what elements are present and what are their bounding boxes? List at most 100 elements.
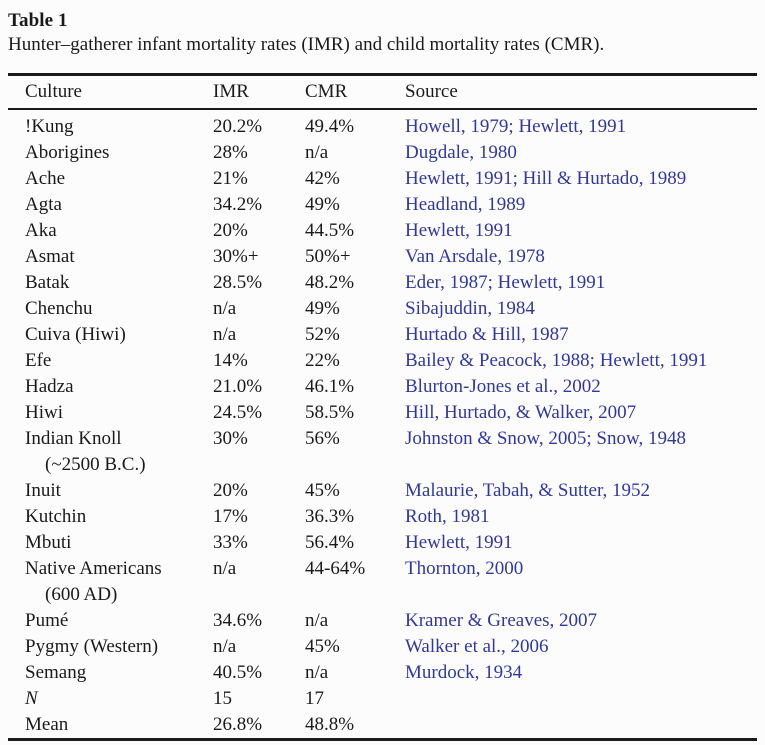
source-citation-link[interactable]: Headland, 1989 <box>405 193 526 215</box>
imr-value: 28.5% <box>213 271 263 293</box>
source-citation-link[interactable]: Malaurie, Tabah, & Sutter, 1952 <box>405 479 651 501</box>
culture-name: Semang <box>25 661 87 683</box>
cmr-value: 17 <box>305 687 324 709</box>
source-citation-link[interactable]: Van Arsdale, 1978 <box>405 245 545 267</box>
imr-value: 24.5% <box>213 401 263 423</box>
source-citation-link[interactable]: Roth, 1981 <box>405 505 490 527</box>
culture-cell: Ache <box>8 166 213 192</box>
culture-name: Ache <box>25 167 66 189</box>
culture-cell: Chenchu <box>8 296 213 322</box>
imr-value: 34.6% <box>213 609 263 631</box>
culture-cell: Asmat <box>8 244 213 270</box>
culture-cell: N <box>8 686 213 712</box>
source-citation-link[interactable]: Hurtado & Hill, 1987 <box>405 323 569 345</box>
column-header-culture: Culture <box>8 74 213 110</box>
imr-value: 34.2% <box>213 193 263 215</box>
imr-value: 20% <box>213 479 248 501</box>
culture-cell: Kutchin <box>8 504 213 530</box>
imr-value: 20% <box>213 219 248 241</box>
mortality-table: Culture IMR CMR Source !Kung 20.2% 49.4%… <box>8 73 757 741</box>
imr-value: 40.5% <box>213 661 263 683</box>
culture-name: Pumé <box>25 609 69 631</box>
source-cell: Thornton, 2000 <box>405 556 757 608</box>
imr-value: n/a <box>213 297 237 319</box>
source-cell: Hewlett, 1991; Hill & Hurtado, 1989 <box>405 166 757 192</box>
cmr-value: 56% <box>305 427 340 449</box>
culture-name: Asmat <box>25 245 75 267</box>
source-cell: Hewlett, 1991 <box>405 218 757 244</box>
cmr-value: 44.5% <box>305 219 355 241</box>
source-citation-link[interactable]: Johnston & Snow, 2005; Snow, 1948 <box>405 427 686 449</box>
source-citation-link[interactable]: Blurton-Jones et al., 2002 <box>405 375 601 397</box>
source-cell: Walker et al., 2006 <box>405 634 757 660</box>
table-row: Hadza 21.0% 46.1% Blurton-Jones et al., … <box>8 374 757 400</box>
imr-value: 30% <box>213 427 248 449</box>
table-row: Agta 34.2% 49% Headland, 1989 <box>8 192 757 218</box>
source-cell: Hurtado & Hill, 1987 <box>405 322 757 348</box>
culture-cell: Semang <box>8 660 213 686</box>
table-row: Hiwi 24.5% 58.5% Hill, Hurtado, & Walker… <box>8 400 757 426</box>
source-cell: Headland, 1989 <box>405 192 757 218</box>
source-citation-link[interactable]: Howell, 1979; Hewlett, 1991 <box>405 115 627 137</box>
imr-value: 20.2% <box>213 115 263 137</box>
source-citation-link[interactable]: Eder, 1987; Hewlett, 1991 <box>405 271 606 293</box>
source-cell: Sibajuddin, 1984 <box>405 296 757 322</box>
cmr-value: 49.4% <box>305 115 355 137</box>
imr-value: 28% <box>213 141 248 163</box>
table-row: Semang 40.5% n/a Murdock, 1934 <box>8 660 757 686</box>
cmr-value: 46.1% <box>305 375 355 397</box>
culture-cell: Aborigines <box>8 140 213 166</box>
culture-cell: Efe <box>8 348 213 374</box>
source-cell: Murdock, 1934 <box>405 660 757 686</box>
column-header-source: Source <box>405 74 757 110</box>
source-citation-link[interactable]: Hewlett, 1991 <box>405 531 513 553</box>
source-citation-link[interactable]: Murdock, 1934 <box>405 661 523 683</box>
source-citation-link[interactable]: Hewlett, 1991 <box>405 219 513 241</box>
culture-name: Mbuti <box>25 531 72 553</box>
source-citation-link[interactable]: Bailey & Peacock, 1988; Hewlett, 1991 <box>405 349 708 371</box>
culture-cell: Pygmy (Western) <box>8 634 213 660</box>
table-row: Mean 26.8% 48.8% <box>8 712 757 740</box>
source-citation-link[interactable]: Walker et al., 2006 <box>405 635 549 657</box>
culture-name: Hiwi <box>25 401 63 423</box>
cmr-value: 22% <box>305 349 340 371</box>
cmr-value: 36.3% <box>305 505 355 527</box>
source-citation-link[interactable]: Hill, Hurtado, & Walker, 2007 <box>405 401 637 423</box>
table-row: Chenchu n/a 49% Sibajuddin, 1984 <box>8 296 757 322</box>
source-citation-link[interactable]: Hewlett, 1991; Hill & Hurtado, 1989 <box>405 167 687 189</box>
source-citation-link[interactable]: Dugdale, 1980 <box>405 141 517 163</box>
culture-cell: Pumé <box>8 608 213 634</box>
source-citation-link[interactable]: Sibajuddin, 1984 <box>405 297 535 319</box>
culture-name: Native Americans <box>25 557 162 579</box>
source-citation-link[interactable]: Kramer & Greaves, 2007 <box>405 609 598 631</box>
cmr-value: 42% <box>305 167 340 189</box>
culture-cell: Hiwi <box>8 400 213 426</box>
source-cell: Hewlett, 1991 <box>405 530 757 556</box>
cmr-value: n/a <box>305 661 329 683</box>
header-row: Culture IMR CMR Source <box>8 74 757 110</box>
culture-name-line2: (~2500 B.C.) <box>45 453 146 475</box>
table-row: N 15 17 <box>8 686 757 712</box>
table-row: Efe 14% 22% Bailey & Peacock, 1988; Hewl… <box>8 348 757 374</box>
culture-cell: Agta <box>8 192 213 218</box>
culture-name: Agta <box>25 193 62 215</box>
imr-value: 26.8% <box>213 713 263 735</box>
source-cell <box>405 712 757 740</box>
culture-cell: Indian Knoll (~2500 B.C.) <box>8 426 213 478</box>
imr-value: 33% <box>213 531 248 553</box>
source-citation-link[interactable]: Thornton, 2000 <box>405 557 524 579</box>
table-row: Native Americans (600 AD) n/a 44-64% Tho… <box>8 556 757 608</box>
culture-cell: Inuit <box>8 478 213 504</box>
imr-value: n/a <box>213 557 237 579</box>
source-cell: Eder, 1987; Hewlett, 1991 <box>405 270 757 296</box>
source-cell: Kramer & Greaves, 2007 <box>405 608 757 634</box>
culture-name: Aborigines <box>25 141 110 163</box>
culture-name: Hadza <box>25 375 74 397</box>
table-row: Kutchin 17% 36.3% Roth, 1981 <box>8 504 757 530</box>
table-row: Aborigines 28% n/a Dugdale, 1980 <box>8 140 757 166</box>
cmr-value: 56.4% <box>305 531 355 553</box>
source-cell: Blurton-Jones et al., 2002 <box>405 374 757 400</box>
cmr-value: 44-64% <box>305 557 366 579</box>
table-caption: Hunter–gatherer infant mortality rates (… <box>8 34 605 55</box>
table-row: Pumé 34.6% n/a Kramer & Greaves, 2007 <box>8 608 757 634</box>
